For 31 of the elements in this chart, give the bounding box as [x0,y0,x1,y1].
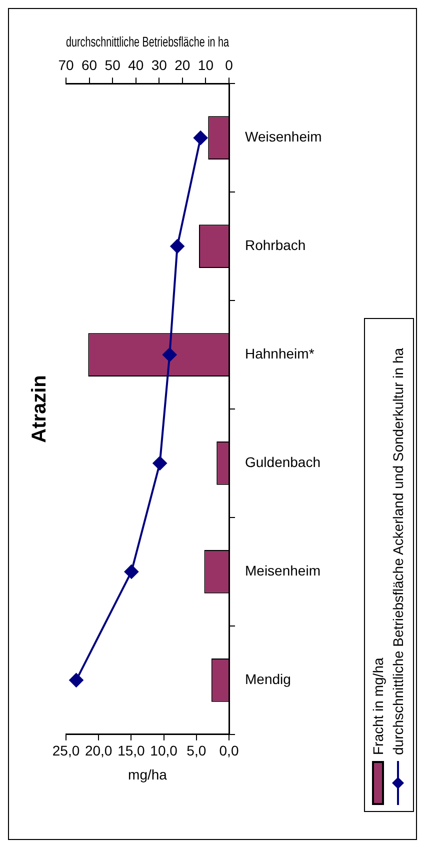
x-tick-label: 0,0 [219,742,239,759]
x2-tick-label: 10 [198,57,214,74]
point [69,673,84,688]
point [194,130,208,145]
y-tick-label: Rohrbach [245,237,306,254]
point [170,239,184,254]
x2-tick-label: 40 [128,57,144,74]
text: Fracht in mg/ha [369,658,387,755]
x2-tick-label: 70 [58,57,74,74]
x-tick-label: 5,0 [186,742,206,759]
y-tick-label: Weisenheim [245,128,322,145]
x-tick-label: 15,0 [118,742,146,759]
text: Atrazin [28,375,51,443]
y-tick-label: Mendig [245,671,291,688]
y-tick-label: Meisenheim [245,562,320,579]
x-axis-title: mg/ha [128,766,168,782]
point [124,564,138,579]
x2-tick-label: 50 [104,57,121,74]
x2-tick-label: 20 [174,57,190,74]
y-tick-label: Hahnheim* [245,346,315,362]
x2-tick-label: 60 [81,57,98,74]
x-tick-label: 10,0 [150,742,178,759]
x-tick-label: 25,0 [52,742,80,759]
point [162,348,177,362]
text: durchschnittliche Betriebsfläche Ackerland und Sonderkultur in ha [389,348,407,755]
x2-axis-title: durchschnittliche Betriebsfläche in ha [66,34,230,50]
y-tick-label: Guldenbach [245,454,321,470]
x2-tick-label: 30 [151,57,168,74]
x2-tick-label: 0 [225,57,234,74]
x-tick-label: 20,0 [84,742,112,759]
point [152,456,167,470]
